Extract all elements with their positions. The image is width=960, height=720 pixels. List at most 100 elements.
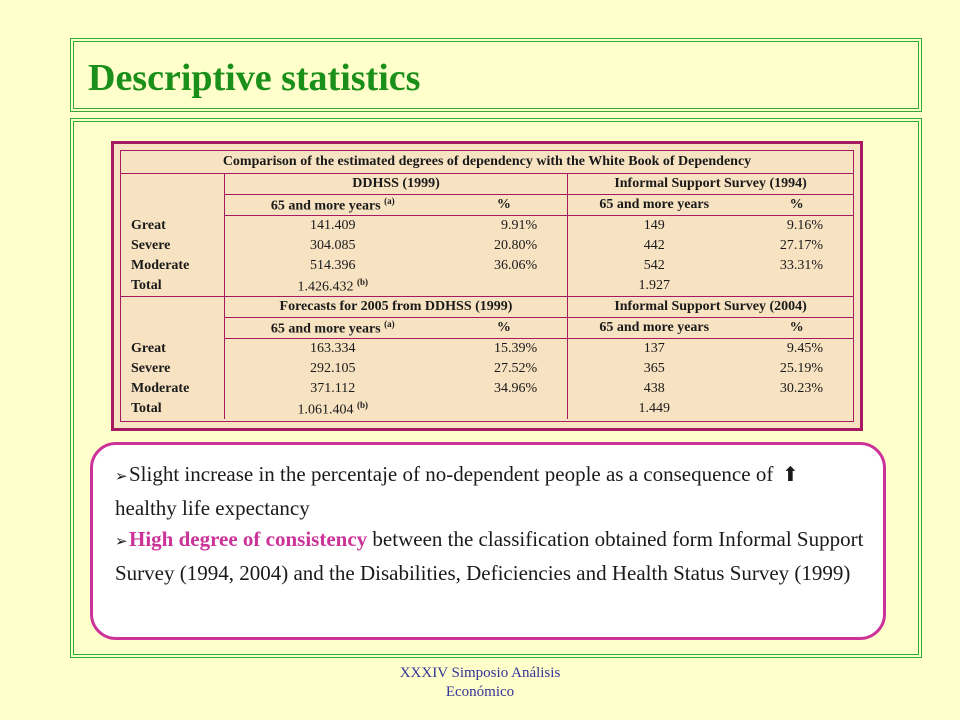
footer-line-2: Económico [445, 684, 515, 700]
value-cell: 149 [567, 215, 741, 236]
value-cell: 442 [567, 236, 741, 256]
notes-box: ➢Slight increase in the percentaje of no… [90, 442, 886, 640]
title-frame: Descriptive statistics [70, 38, 922, 112]
empty-cell [121, 174, 224, 195]
up-arrow-icon: ⬆ [781, 464, 799, 486]
value-cell: 1.061.404 (b) [223, 399, 441, 419]
row-label: Great [131, 217, 166, 233]
dependency-table: Comparison of the estimated degrees of d… [121, 151, 853, 419]
arrow-right-bullet-icon: ➢ [115, 469, 128, 485]
sub-header-row: 65 and more years (a)% 65 and more years% [121, 317, 853, 339]
value-text: 304.085 [309, 238, 356, 253]
arrow-right-bullet-icon: ➢ [115, 534, 128, 550]
percent-cell [740, 276, 853, 297]
value-text: 1.061.404 [297, 402, 354, 418]
col-pct-header: % [740, 194, 853, 216]
percent-cell: 36.06% [493, 258, 538, 273]
percent-cell [441, 276, 568, 297]
value-text: 292.105 [309, 361, 356, 376]
row-label: Great [131, 340, 166, 356]
table-row: Severe 304.085 20.80% 442 27.17% [121, 236, 853, 256]
table-row: Great 163.334 15.39% 137 9.45% [121, 338, 853, 359]
bullet-1-tail: healthy life expectancy [115, 496, 310, 520]
page-title: Descriptive statistics [88, 57, 421, 99]
bullet-2-text: between the classification obtained form… [115, 527, 864, 585]
col-years-label: 65 and more years [270, 321, 381, 337]
value-cell: 163.334 [223, 338, 441, 359]
footnote-mark: (a) [384, 195, 395, 206]
percent-cell [740, 399, 853, 419]
footer: XXXIV Simposio Análisis Económico [340, 664, 620, 702]
value-cell: 1.449 [567, 399, 741, 419]
bullet-2-highlight: High degree of consistency [129, 527, 368, 551]
value-cell: 365 [567, 359, 741, 379]
bullet-1-text: Slight increase in the percentaje of no-… [129, 462, 774, 486]
col-years-header: 65 and more years (a) [223, 317, 441, 339]
percent-cell: 20.80% [493, 238, 538, 253]
table-row: Great 141.409 9.91% 149 9.16% [121, 215, 853, 236]
row-label: Total [131, 401, 162, 416]
row-label: Severe [131, 238, 171, 253]
footnote-mark: (b) [356, 276, 368, 287]
bullet-1: ➢Slight increase in the percentaje of no… [115, 459, 867, 524]
sub-header-row: 65 and more years (a)% 65 and more years% [121, 194, 853, 216]
col-years-header: 65 and more years [567, 317, 741, 339]
col-pct-header: % [440, 194, 568, 216]
percent-cell: 34.96% [493, 381, 538, 396]
value-cell: 1.426.432 (b) [223, 276, 441, 297]
empty-cell [121, 318, 224, 339]
percent-cell: 25.19% [779, 361, 823, 376]
table-row: Total 1.426.432 (b) 1.927 [121, 276, 853, 297]
table-caption: Comparison of the estimated degrees of d… [121, 151, 853, 174]
value-text: 141.409 [309, 218, 356, 233]
value-text: 1.426.432 [297, 279, 354, 295]
content-frame: Comparison of the estimated degrees of d… [70, 118, 922, 658]
table-panel: Comparison of the estimated degrees of d… [111, 141, 863, 431]
row-label: Moderate [131, 258, 190, 273]
percent-cell: 27.52% [493, 361, 538, 376]
right-group-header: Informal Support Survey (1994) [567, 173, 853, 195]
left-group-header: Forecasts for 2005 from DDHSS (1999) [223, 296, 568, 318]
bullet-2: ➢High degree of consistency between the … [115, 524, 867, 589]
col-pct-header: % [740, 317, 853, 339]
right-group-header: Informal Support Survey (2004) [567, 296, 853, 318]
percent-cell [441, 399, 568, 419]
percent-cell: 15.39% [493, 341, 538, 356]
percent-cell: 27.17% [779, 238, 823, 253]
footnote-mark: (a) [384, 318, 395, 329]
value-cell: 1.927 [567, 276, 741, 297]
empty-cell [121, 195, 224, 216]
col-pct-header: % [440, 317, 568, 339]
footnote-mark: (b) [356, 399, 368, 410]
table-row: Total 1.061.404 (b) 1.449 [121, 399, 853, 419]
percent-cell: 30.23% [779, 381, 823, 396]
percent-cell: 9.91% [500, 218, 538, 233]
value-cell: 292.105 [223, 359, 441, 379]
table-inner: Comparison of the estimated degrees of d… [120, 150, 854, 422]
value-cell: 542 [567, 256, 741, 276]
row-label: Total [131, 278, 162, 293]
left-group-header: DDHSS (1999) [223, 173, 568, 195]
percent-cell: 9.16% [786, 218, 823, 233]
table-row: Moderate 514.396 36.06% 542 33.31% [121, 256, 853, 276]
value-text: 371.112 [310, 381, 356, 396]
table-row: Severe 292.105 27.52% 365 25.19% [121, 359, 853, 379]
empty-cell [121, 296, 225, 318]
table-row: Moderate 371.112 34.96% 438 30.23% [121, 379, 853, 399]
col-years-label: 65 and more years [270, 198, 381, 214]
group-header-row: DDHSS (1999) Informal Support Survey (199… [121, 173, 853, 195]
value-cell: 514.396 [223, 256, 441, 276]
percent-cell: 33.31% [779, 258, 823, 273]
value-cell: 438 [567, 379, 741, 399]
value-cell: 304.085 [223, 236, 441, 256]
value-text: 163.334 [309, 341, 356, 356]
footer-line-1: XXXIV Simposio Análisis [399, 665, 561, 681]
col-years-header: 65 and more years [567, 194, 741, 216]
percent-cell: 9.45% [786, 341, 823, 356]
value-text: 514.396 [309, 258, 356, 273]
col-years-header: 65 and more years (a) [223, 194, 441, 216]
value-cell: 371.112 [223, 379, 441, 399]
group-header-row: Forecasts for 2005 from DDHSS (1999) Info… [121, 296, 853, 318]
value-cell: 137 [567, 338, 741, 359]
value-cell: 141.409 [223, 215, 441, 236]
